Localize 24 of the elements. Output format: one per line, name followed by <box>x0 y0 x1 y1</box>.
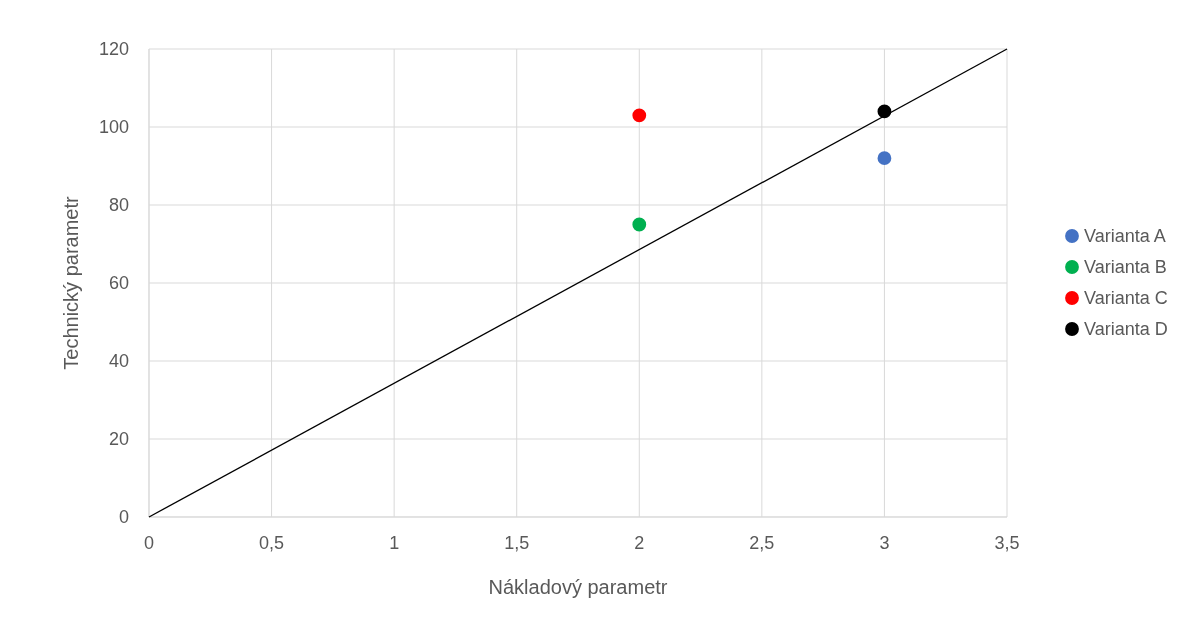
y-tick-label: 80 <box>108 195 129 215</box>
x-tick-label: 3,5 <box>994 533 1020 553</box>
x-tick-label: 3 <box>879 533 890 553</box>
y-tick-label: 40 <box>108 351 129 371</box>
y-tick-label: 100 <box>98 117 129 137</box>
y-tick-label: 0 <box>118 507 129 527</box>
point <box>877 151 892 166</box>
x-tick-label: 0 <box>143 533 155 553</box>
y-tick-label: 60 <box>108 273 129 293</box>
y-tick-label: 20 <box>108 429 129 449</box>
x-axis-title: Nákladový parametr <box>488 576 668 598</box>
point <box>632 217 647 232</box>
point <box>632 108 647 123</box>
legend-label: Varianta C <box>1084 288 1168 308</box>
x-tick-label: 1 <box>389 533 400 553</box>
x-tick-label: 0,5 <box>259 533 285 553</box>
legend-label: Varianta B <box>1084 257 1167 277</box>
y-axis-title: Technický parametr <box>60 195 82 370</box>
x-tick-label: 2 <box>634 533 645 553</box>
legend-label: Varianta D <box>1084 319 1168 339</box>
y-tick-label: 120 <box>98 39 129 59</box>
x-tick-label: 1,5 <box>504 533 530 553</box>
legend-label: Varianta A <box>1084 226 1166 246</box>
x-tick-label: 2,5 <box>749 533 775 553</box>
